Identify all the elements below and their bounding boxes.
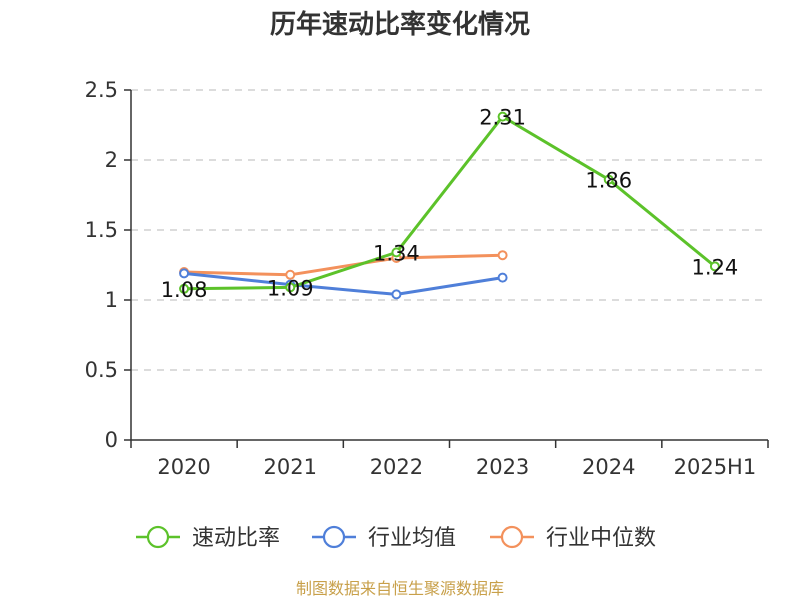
data-label-layer: 1.08 1.09 1.34 2.31 1.86 1.24: [161, 106, 739, 302]
axis-layer: 0 0.5 1 1.5 2 2.5 2020 2021 2022 2023 2024 2025H1: [85, 78, 769, 479]
legend-label-1: 行业均值: [368, 526, 456, 551]
series-0-point-0: [179, 283, 190, 294]
series-layer: [179, 111, 720, 300]
series-1-point-2: [391, 289, 402, 300]
series-2-point-1: [285, 269, 296, 280]
legend-item-0[interactable]: 速动比率: [136, 525, 280, 551]
source-note: 制图数据来自恒生聚源数据库: [296, 579, 504, 598]
series-1-point-3: [497, 272, 508, 283]
data-label-1: 1.09: [267, 276, 314, 300]
grid-layer: [131, 89, 768, 371]
series-0-point-5: [709, 261, 720, 272]
x-tick-label-2: 2022: [370, 455, 423, 479]
y-tick-label-2: 1: [105, 288, 118, 312]
series-line-2: [184, 253, 503, 277]
x-tick-label-1: 2021: [264, 455, 317, 479]
legend-marker-1: [322, 525, 346, 549]
x-tick-label-0: 2020: [157, 455, 210, 479]
series-line-0: [184, 115, 716, 291]
y-tick-label-5: 2.5: [85, 78, 118, 102]
y-tick-label-1: 0.5: [85, 358, 118, 382]
y-tick-label-4: 2: [105, 148, 118, 172]
x-tick-label-4: 2024: [582, 455, 635, 479]
legend-marker-0: [146, 525, 170, 549]
y-tick-label-0: 0: [105, 428, 118, 452]
x-tick-label-3: 2023: [476, 455, 529, 479]
data-label-5: 1.24: [692, 255, 739, 279]
data-label-2: 1.34: [373, 241, 420, 265]
series-line-1: [183, 271, 503, 296]
data-label-0: 1.08: [161, 278, 208, 302]
y-tick-label-3: 1.5: [85, 218, 118, 242]
series-0-point-4: [603, 174, 614, 185]
legend-label-0: 速动比率: [192, 526, 280, 551]
series-1-point-0: [179, 268, 190, 279]
series-0-point-2: [391, 247, 402, 258]
series-2-point-3: [497, 250, 508, 261]
chart-title: 历年速动比率变化情况: [270, 9, 530, 40]
data-label-3: 2.31: [479, 106, 526, 130]
series-0-point-3: [497, 111, 508, 122]
data-label-4: 1.86: [585, 169, 632, 193]
legend[interactable]: 速动比率 行业均值 行业中位数: [136, 525, 656, 551]
legend-item-2[interactable]: 行业中位数: [490, 525, 656, 551]
legend-label-2: 行业中位数: [546, 526, 656, 551]
legend-item-1[interactable]: 行业均值: [312, 525, 456, 551]
legend-marker-2: [500, 525, 524, 549]
x-tick-label-5: 2025H1: [674, 455, 757, 479]
series-0-point-1: [285, 282, 296, 293]
